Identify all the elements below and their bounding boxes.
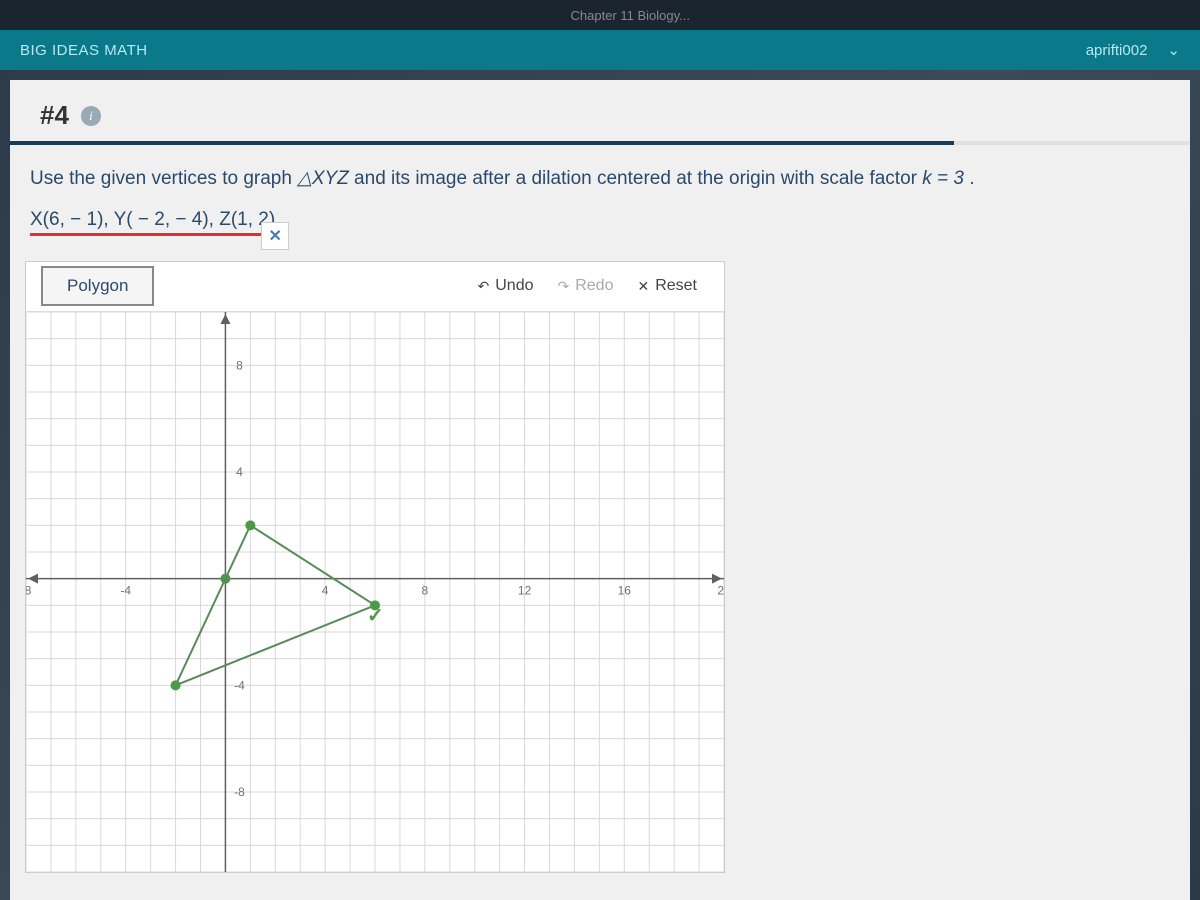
reset-icon: ✕ — [637, 278, 649, 295]
header-divider — [10, 141, 1190, 145]
coordinate-grid: -8 -4 4 8 12 16 20 -8 -4 4 8 — [26, 312, 724, 872]
question-number: #4 — [40, 100, 69, 131]
tab-title-fragment: Chapter 11 Biology... — [571, 8, 690, 23]
check-icon: ✓ — [367, 603, 391, 627]
undo-icon: ↶ — [478, 278, 490, 295]
reset-label: Reset — [655, 277, 697, 295]
graph-toolbar: Polygon ↶ Undo ↷ Redo ✕ Reset — [26, 262, 724, 312]
redo-icon: ↷ — [557, 278, 569, 295]
svg-text:-8: -8 — [26, 583, 32, 597]
user-menu[interactable]: aprifti002 ⌄ — [1086, 41, 1180, 59]
browser-bar: Chapter 11 Biology... — [0, 0, 1200, 30]
svg-text:4: 4 — [236, 465, 243, 479]
svg-text:12: 12 — [518, 583, 532, 597]
graph-panel: Polygon ↶ Undo ↷ Redo ✕ Reset -8 -4 4 8 12 16… — [25, 261, 725, 873]
redo-button[interactable]: ↷ Redo — [545, 271, 625, 301]
close-icon[interactable]: ✕ — [261, 222, 289, 250]
info-icon[interactable]: i — [81, 106, 101, 126]
k-expression: k = 3 — [922, 168, 964, 189]
question-header: #4 i — [10, 80, 1190, 141]
svg-text:-8: -8 — [234, 785, 245, 799]
svg-text:-4: -4 — [120, 583, 131, 597]
svg-text:20: 20 — [717, 583, 724, 597]
redo-label: Redo — [575, 277, 613, 295]
polygon-button[interactable]: Polygon — [41, 266, 154, 306]
content-area: #4 i Use the given vertices to graph △XY… — [10, 80, 1190, 900]
brand-title: BIG IDEAS MATH — [20, 42, 148, 59]
question-text: Use the given vertices to graph △XYZ and… — [10, 165, 1190, 209]
vertices-text: X(6, − 1), Y( − 2, − 4), Z(1, 2) — [30, 209, 275, 236]
svg-text:8: 8 — [236, 358, 243, 372]
qtext-pre: Use the given vertices to graph — [30, 168, 297, 189]
qtext-mid: and its image after a dilation centered … — [349, 168, 922, 189]
username: aprifti002 — [1086, 42, 1148, 59]
svg-text:4: 4 — [322, 583, 329, 597]
app-header: BIG IDEAS MATH aprifti002 ⌄ — [0, 30, 1200, 70]
chevron-down-icon: ⌄ — [1167, 41, 1180, 59]
triangle-symbol: △XYZ — [297, 168, 349, 189]
qtext-post: . — [964, 168, 975, 189]
undo-label: Undo — [495, 277, 533, 295]
svg-text:16: 16 — [618, 583, 632, 597]
svg-text:-4: -4 — [234, 678, 245, 692]
graph-area[interactable]: -8 -4 4 8 12 16 20 -8 -4 4 8 ✓ — [26, 312, 724, 872]
reset-button[interactable]: ✕ Reset — [625, 271, 709, 301]
undo-button[interactable]: ↶ Undo — [466, 271, 546, 301]
svg-text:8: 8 — [422, 583, 429, 597]
